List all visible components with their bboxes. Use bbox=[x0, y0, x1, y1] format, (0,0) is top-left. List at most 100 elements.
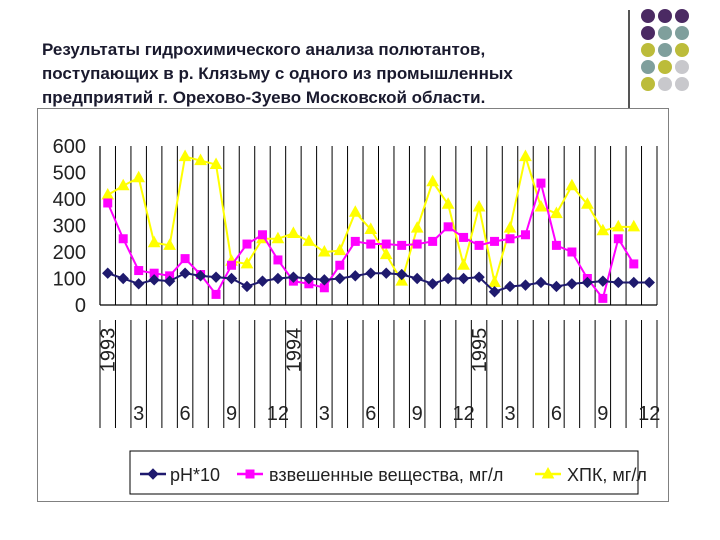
data-point bbox=[364, 222, 378, 234]
year-label: 1995 bbox=[469, 328, 491, 373]
data-point bbox=[550, 280, 563, 293]
data-point bbox=[349, 270, 361, 282]
data-point bbox=[488, 286, 501, 298]
series-0 bbox=[102, 267, 655, 298]
data-point bbox=[550, 206, 563, 219]
decor-dot-grid bbox=[641, 9, 689, 91]
data-point bbox=[457, 272, 470, 285]
data-point bbox=[350, 236, 360, 246]
month-label: 3 bbox=[319, 403, 330, 425]
decor-dot bbox=[641, 9, 655, 23]
decor-dot bbox=[658, 60, 672, 74]
y-tick-label: 400 bbox=[53, 189, 86, 211]
y-tick-label: 200 bbox=[53, 242, 86, 264]
decor-dot bbox=[641, 43, 655, 57]
data-point bbox=[102, 267, 114, 279]
data-point bbox=[211, 289, 221, 299]
data-point bbox=[257, 230, 267, 240]
decor-dot bbox=[641, 77, 655, 91]
line-chart: 0 100 200 300 400 500 600 1993 1994 1995 3 6 9 12 3 6 9 1… bbox=[53, 136, 660, 495]
data-point bbox=[225, 272, 238, 285]
decor-dot bbox=[641, 26, 655, 40]
data-point bbox=[194, 270, 207, 282]
y-tick-label: 0 bbox=[75, 295, 86, 317]
data-point bbox=[334, 272, 346, 285]
data-point bbox=[240, 256, 254, 269]
data-point bbox=[629, 259, 639, 269]
data-point bbox=[627, 219, 641, 232]
month-label: 6 bbox=[180, 403, 191, 425]
month-label: 9 bbox=[226, 403, 237, 425]
data-point bbox=[179, 267, 191, 279]
slide-title: Результаты гидрохимического анализа полю… bbox=[42, 40, 513, 107]
legend-label: pH*10 bbox=[170, 465, 220, 485]
month-label: 6 bbox=[551, 403, 562, 425]
series-2 bbox=[101, 149, 641, 287]
month-label: 12 bbox=[267, 403, 289, 425]
data-point bbox=[410, 221, 424, 233]
data-point bbox=[581, 197, 594, 209]
data-point bbox=[242, 239, 252, 249]
year-label: 1993 bbox=[98, 328, 120, 373]
year-label: 1994 bbox=[283, 328, 305, 373]
data-point bbox=[379, 247, 393, 260]
data-point bbox=[335, 260, 345, 270]
month-label: 6 bbox=[365, 403, 376, 425]
data-point bbox=[366, 239, 376, 249]
data-point bbox=[318, 244, 331, 257]
data-point bbox=[643, 276, 655, 289]
data-point bbox=[551, 240, 561, 250]
legend: pH*10 взвешенные вещества, мг/л ХПК, мг/л bbox=[129, 450, 647, 495]
data-point bbox=[396, 268, 408, 281]
decor-dot bbox=[658, 77, 672, 91]
series-1 bbox=[103, 178, 639, 303]
data-point bbox=[209, 157, 223, 170]
data-point bbox=[628, 276, 640, 289]
data-point bbox=[302, 234, 316, 246]
data-point bbox=[598, 293, 608, 303]
data-point bbox=[426, 278, 439, 290]
data-point bbox=[613, 234, 623, 244]
data-point bbox=[490, 236, 500, 246]
data-point bbox=[303, 272, 315, 285]
y-tick-label: 500 bbox=[53, 163, 86, 185]
data-point bbox=[442, 272, 454, 285]
data-point bbox=[256, 275, 269, 287]
legend-label: взвешенные вещества, мг/л bbox=[269, 465, 503, 485]
data-point bbox=[411, 272, 423, 285]
data-point bbox=[148, 274, 160, 286]
data-point bbox=[565, 178, 579, 191]
data-point bbox=[519, 149, 532, 162]
data-point bbox=[566, 278, 578, 290]
decor-dot bbox=[658, 43, 672, 57]
data-point bbox=[287, 271, 300, 283]
data-point bbox=[443, 222, 453, 232]
data-point bbox=[503, 221, 517, 233]
month-label: 3 bbox=[133, 403, 144, 425]
month-label: 3 bbox=[504, 403, 515, 425]
data-point bbox=[271, 231, 285, 244]
decor-dot bbox=[641, 60, 655, 74]
data-point bbox=[472, 199, 486, 212]
month-label: 9 bbox=[597, 403, 608, 425]
data-point bbox=[333, 243, 347, 256]
month-label: 12 bbox=[638, 403, 660, 425]
data-point bbox=[118, 234, 128, 244]
data-point bbox=[194, 153, 207, 166]
data-point bbox=[426, 174, 439, 187]
legend-swatch-marker bbox=[147, 468, 159, 480]
data-point bbox=[412, 239, 422, 249]
data-point bbox=[178, 149, 192, 162]
data-point bbox=[441, 197, 455, 209]
data-point bbox=[459, 232, 469, 242]
data-point bbox=[101, 187, 115, 200]
y-tick-label: 300 bbox=[53, 216, 86, 238]
data-point bbox=[180, 254, 190, 264]
legend-swatch-marker bbox=[541, 466, 555, 479]
month-label: 12 bbox=[452, 403, 474, 425]
decor-dot bbox=[658, 9, 672, 23]
data-point bbox=[596, 223, 610, 236]
data-point bbox=[474, 240, 484, 250]
data-point bbox=[505, 234, 515, 244]
data-point bbox=[428, 236, 438, 246]
